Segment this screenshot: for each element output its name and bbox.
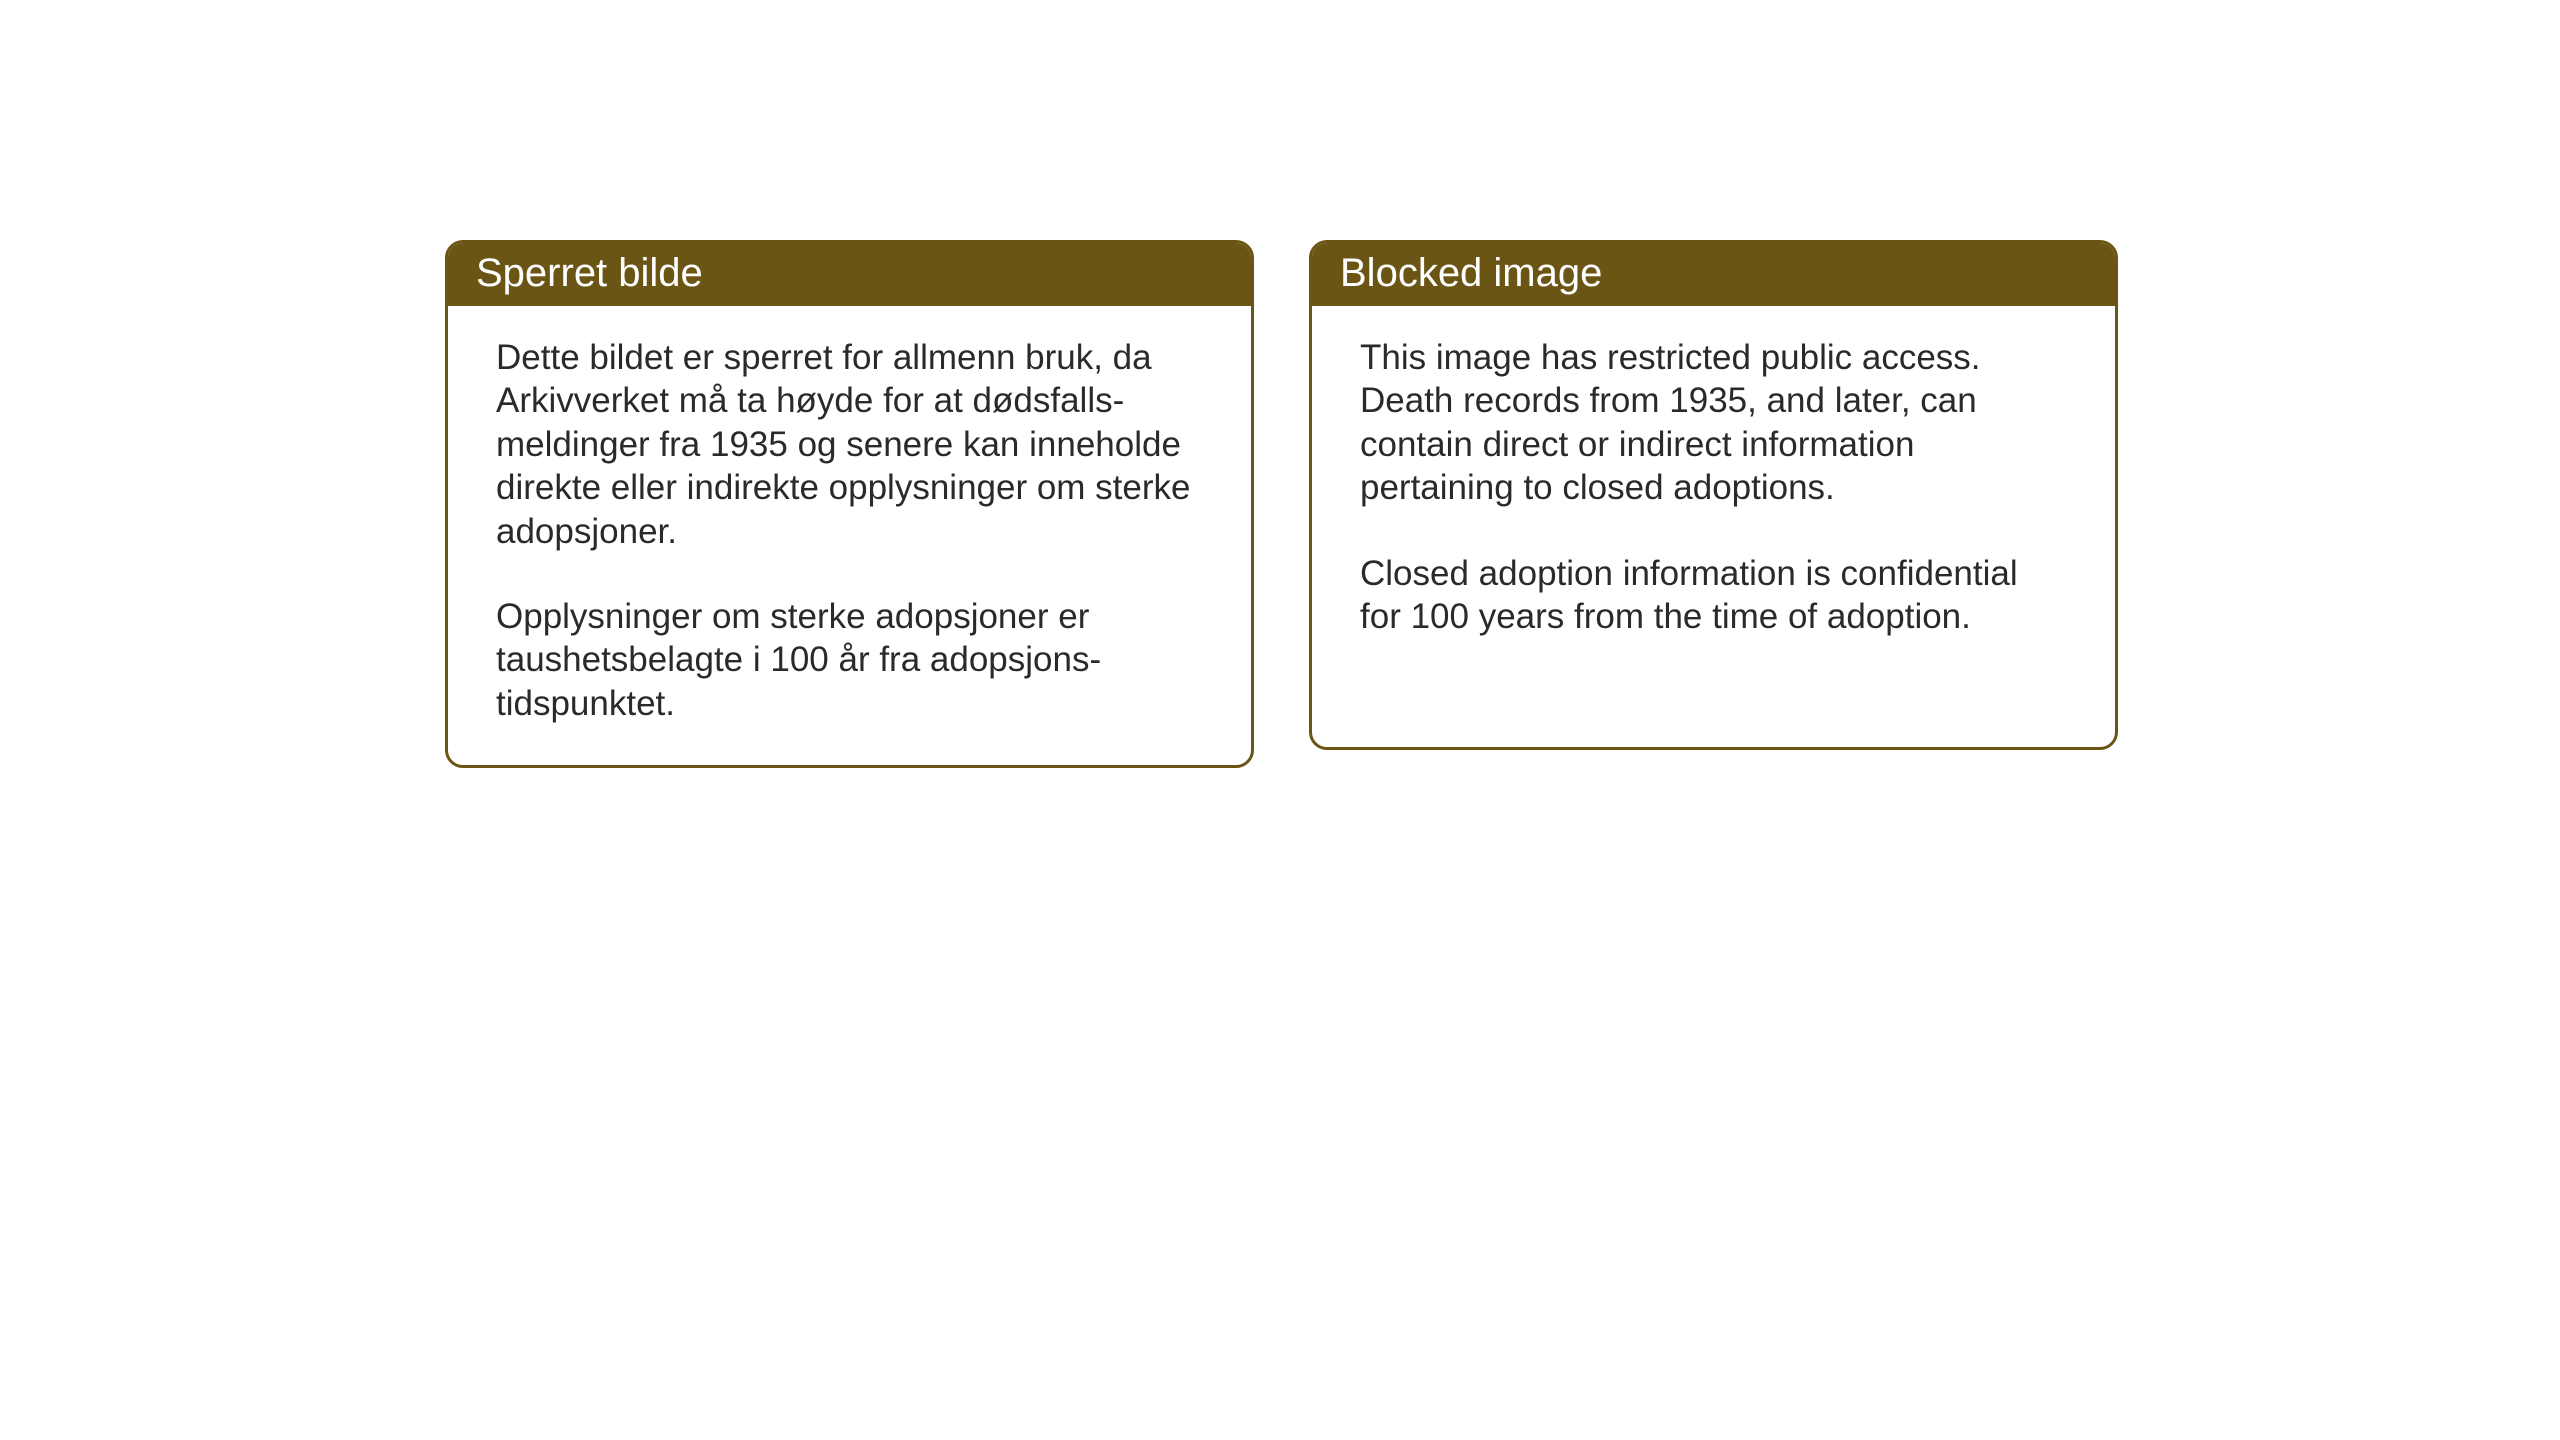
norwegian-notice-box: Sperret bilde Dette bildet er sperret fo… — [445, 240, 1254, 768]
english-notice-body: This image has restricted public access.… — [1312, 306, 2115, 678]
norwegian-notice-body: Dette bildet er sperret for allmenn bruk… — [448, 306, 1251, 765]
english-notice-title: Blocked image — [1312, 243, 2115, 306]
norwegian-notice-title: Sperret bilde — [448, 243, 1251, 306]
notice-container: Sperret bilde Dette bildet er sperret fo… — [445, 240, 2118, 768]
english-paragraph-1: This image has restricted public access.… — [1360, 336, 2067, 510]
english-notice-box: Blocked image This image has restricted … — [1309, 240, 2118, 750]
english-paragraph-2: Closed adoption information is confident… — [1360, 552, 2067, 639]
norwegian-paragraph-2: Opplysninger om sterke adopsjoner er tau… — [496, 595, 1203, 725]
norwegian-paragraph-1: Dette bildet er sperret for allmenn bruk… — [496, 336, 1203, 553]
